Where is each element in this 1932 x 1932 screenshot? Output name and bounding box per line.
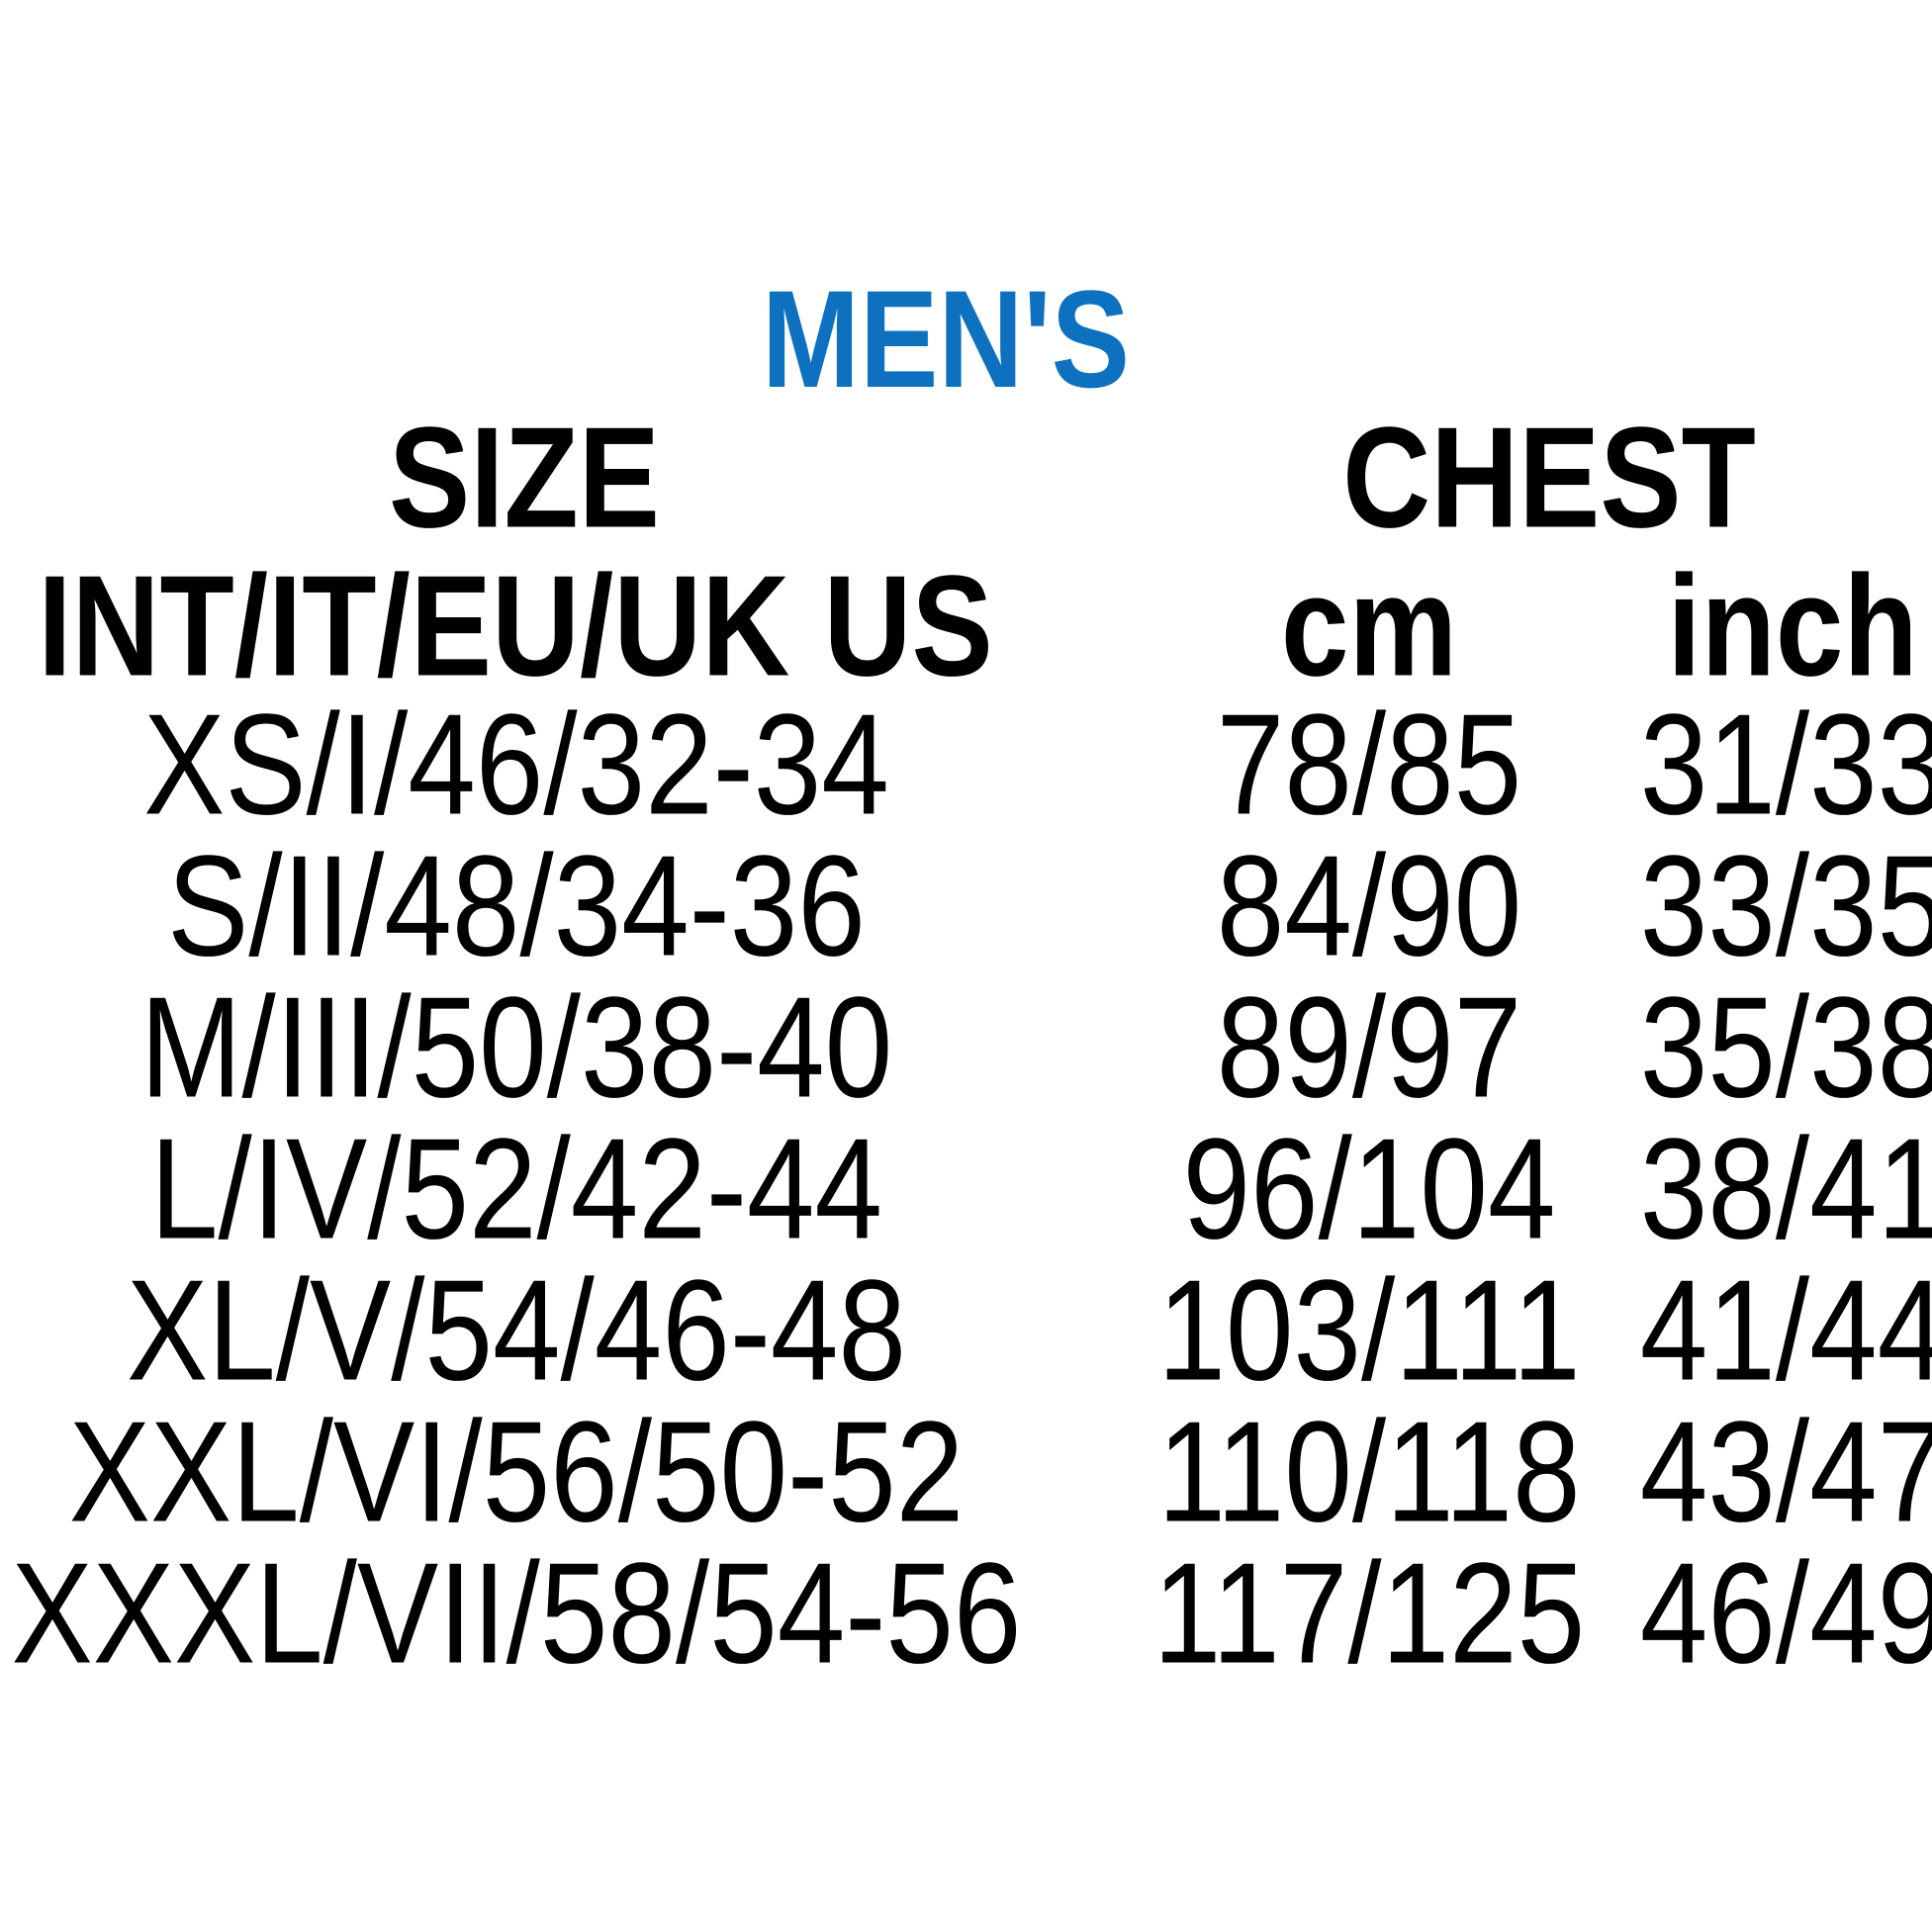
cm-cell: 84/90 (1216, 825, 1522, 986)
chest-group-header: CHEST (1342, 397, 1756, 558)
chart-title: MEN'S (761, 261, 1131, 416)
cm-cell: 117/125 (1152, 1532, 1586, 1694)
inch-column-header: inch (1667, 545, 1918, 706)
size-cell: XXXL/VII/58/54-56 (11, 1532, 1022, 1694)
inch-cell: 43/47 (1639, 1391, 1932, 1552)
inch-cell: 33/35 (1639, 825, 1932, 986)
inch-cell: 35/38 (1639, 966, 1932, 1128)
size-cell: S/II/48/34-36 (167, 825, 866, 986)
cm-cell: 78/85 (1216, 684, 1522, 845)
size-cell: XL/V/54/46-48 (126, 1249, 907, 1411)
inch-cell: 38/41 (1639, 1108, 1932, 1269)
cm-cell: 103/111 (1157, 1249, 1581, 1411)
inch-cell: 31/33 (1639, 684, 1932, 845)
size-cell: XXL/VI/56/50-52 (68, 1391, 965, 1552)
size-systems-column-header: INT/IT/EU/UK US (38, 545, 993, 706)
cm-cell: 96/104 (1182, 1108, 1556, 1269)
size-group-header: SIZE (389, 397, 660, 558)
cm-cell: 89/97 (1216, 966, 1522, 1128)
size-cell: L/IV/52/42-44 (149, 1108, 883, 1269)
cm-cell: 110/118 (1157, 1391, 1581, 1552)
inch-cell: 41/44 (1639, 1249, 1932, 1411)
size-cell: M/III/50/38-40 (139, 966, 893, 1128)
cm-column-header: cm (1280, 545, 1458, 706)
inch-cell: 46/49 (1639, 1532, 1932, 1694)
size-cell: XS/I/46/32-34 (143, 684, 889, 845)
